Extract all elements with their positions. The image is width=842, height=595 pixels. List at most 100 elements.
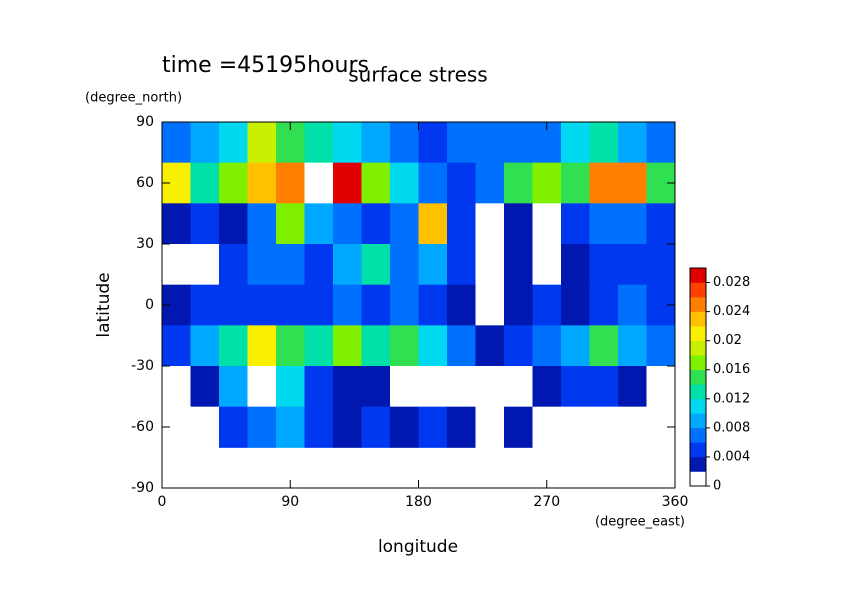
field-cell [561, 162, 590, 204]
field-cell [219, 122, 248, 164]
field-cell [447, 203, 476, 245]
field-cell [247, 284, 277, 326]
field-cell [475, 325, 505, 367]
colorbar-tick-label: 0 [713, 479, 721, 494]
field-cell [532, 366, 562, 408]
colorbar-tick-label: 0.024 [713, 304, 750, 319]
field-cell [447, 406, 476, 448]
field-cell [447, 244, 476, 286]
field-cell [219, 406, 248, 448]
field-cell [504, 244, 533, 286]
field-cell [532, 203, 562, 245]
field-cell [219, 203, 248, 245]
field-cell [304, 406, 334, 448]
field-cell [190, 366, 220, 408]
field-cell [418, 325, 448, 367]
y-tick-label: -30 [131, 358, 154, 374]
field-cell [304, 203, 334, 245]
field-cell [532, 406, 562, 448]
field-cell [333, 406, 362, 448]
field-cell [475, 406, 505, 448]
field-cell [162, 122, 191, 164]
x-units: (degree_east) [595, 515, 685, 530]
field-cell [418, 203, 448, 245]
field-cell [418, 406, 448, 448]
field-cell [475, 244, 505, 286]
field-cell [475, 203, 505, 245]
field-cell [447, 366, 476, 408]
field-cell [219, 162, 248, 204]
field-cell [646, 203, 676, 245]
field-cell [247, 325, 277, 367]
x-tick-label: 90 [281, 494, 299, 510]
colorbar-band [690, 384, 706, 400]
field-cell [361, 244, 391, 286]
y-label: latitude [94, 272, 114, 337]
field-cell [333, 162, 362, 204]
field-cell [219, 366, 248, 408]
field-cell [190, 162, 220, 204]
field-cell [475, 162, 505, 204]
field-cell [276, 162, 305, 204]
field-cell [361, 122, 391, 164]
field-cell [190, 325, 220, 367]
field-cell [190, 203, 220, 245]
field-cell [304, 325, 334, 367]
field-cell [618, 244, 647, 286]
field-cell [504, 162, 533, 204]
field-cell [418, 366, 448, 408]
field-cell [618, 122, 647, 164]
field-cell [361, 284, 391, 326]
chart-subtitle: time =45195hours [162, 53, 369, 78]
field-cell [190, 284, 220, 326]
field-cell [390, 406, 419, 448]
field-cell [162, 325, 191, 367]
colorbar-band [690, 442, 706, 458]
field-cell [390, 366, 419, 408]
field-cell [333, 366, 362, 408]
field-cell [532, 244, 562, 286]
field-cell [418, 122, 448, 164]
field-cell [589, 406, 619, 448]
y-tick-label: 60 [136, 175, 154, 191]
field-cell [304, 244, 334, 286]
field-cell [276, 203, 305, 245]
colorbar-band [690, 413, 706, 429]
field-cell [247, 122, 277, 164]
field-cell [276, 244, 305, 286]
field-cell [304, 162, 334, 204]
field-cell [589, 244, 619, 286]
field-cell [447, 122, 476, 164]
field-cell [190, 244, 220, 286]
field-cell [361, 406, 391, 448]
y-tick-label: -90 [131, 480, 154, 496]
colorbar-band [690, 456, 706, 472]
field-cell [475, 122, 505, 164]
colorbar-tick-label: 0.004 [713, 449, 750, 464]
field-cell [304, 366, 334, 408]
field-cell [589, 162, 619, 204]
field-cell [447, 325, 476, 367]
colorbar-tick-label: 0.012 [713, 391, 750, 406]
field-cell [276, 284, 305, 326]
colorbar-band [690, 282, 706, 298]
field-cell [589, 284, 619, 326]
y-tick-label: 90 [136, 114, 154, 130]
field-cell [646, 366, 676, 408]
field-cell [618, 284, 647, 326]
field-cell [390, 244, 419, 286]
colorbar-band [690, 268, 706, 283]
y-tick-label: 0 [145, 297, 154, 313]
y-tick-label: -60 [131, 419, 154, 435]
field-cell [390, 325, 419, 367]
field-cell [276, 406, 305, 448]
field-cell [390, 162, 419, 204]
field-cell [532, 162, 562, 204]
field-cell [561, 406, 590, 448]
colorbar-frame [689, 267, 707, 487]
field-cell [618, 366, 647, 408]
field-cell [618, 406, 647, 448]
colorbar-band [690, 355, 706, 371]
field-cell [333, 244, 362, 286]
